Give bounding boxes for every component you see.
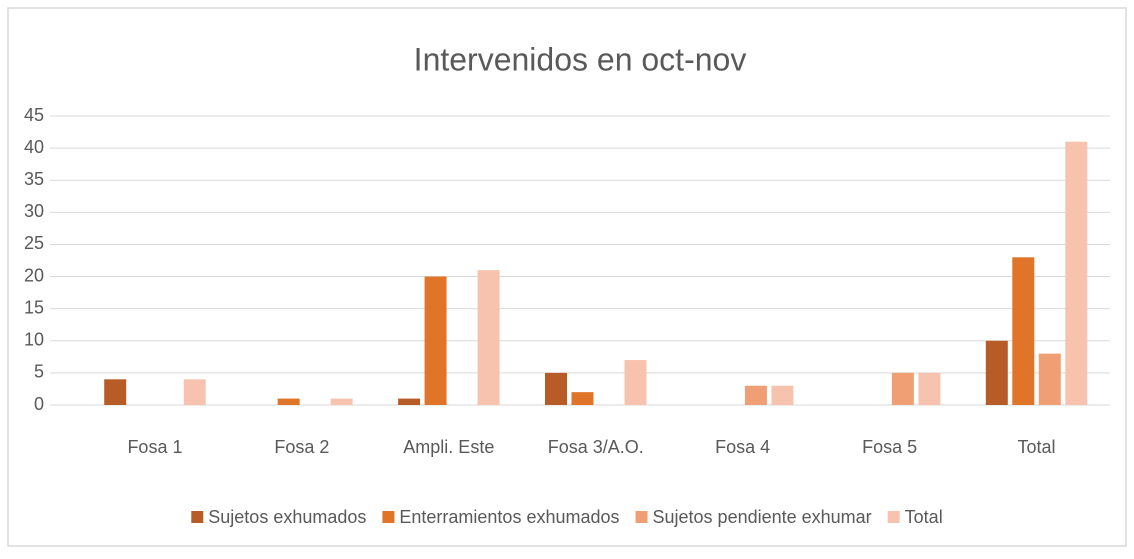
legend-label: Total xyxy=(905,507,943,527)
legend-label: Sujetos exhumados xyxy=(208,507,366,527)
x-tick-label: Fosa 5 xyxy=(862,437,917,457)
legend-swatch xyxy=(191,511,204,523)
bar xyxy=(918,372,941,405)
x-tick-label: Fosa 3/A.O. xyxy=(548,437,644,457)
y-tick-label: 15 xyxy=(24,297,44,317)
legend-label: Enterramientos exhumados xyxy=(399,507,619,527)
legend-label: Sujetos pendiente exhumar xyxy=(653,507,872,527)
bar xyxy=(624,360,647,405)
y-tick-label: 30 xyxy=(24,201,44,221)
x-tick-label: Ampli. Este xyxy=(403,437,494,457)
x-tick-label: Total xyxy=(1018,437,1056,457)
bar xyxy=(771,385,794,405)
legend-swatch xyxy=(382,511,395,523)
bar xyxy=(1065,141,1088,405)
bar xyxy=(330,398,353,405)
y-tick-label: 40 xyxy=(24,137,44,157)
bar xyxy=(545,372,567,405)
bar xyxy=(277,398,300,405)
bar xyxy=(398,398,421,405)
y-tick-label: 45 xyxy=(24,105,44,125)
x-tick-label: Fosa 4 xyxy=(715,437,770,457)
legend-swatch xyxy=(635,511,648,523)
bar xyxy=(985,340,1008,405)
bar xyxy=(1038,353,1061,405)
bar xyxy=(183,379,206,405)
y-tick-label: 0 xyxy=(34,394,44,414)
x-tick-label: Fosa 1 xyxy=(127,437,182,457)
y-tick-label: 20 xyxy=(24,265,44,285)
bar xyxy=(104,379,127,405)
bar xyxy=(891,372,914,405)
x-tick-label: Fosa 2 xyxy=(274,437,329,457)
bar xyxy=(1012,257,1035,405)
bar xyxy=(477,270,500,405)
bar xyxy=(571,392,594,405)
bar xyxy=(424,276,447,405)
y-tick-label: 35 xyxy=(24,169,44,189)
chart-title: Intervenidos en oct-nov xyxy=(414,41,747,77)
y-tick-label: 10 xyxy=(24,330,44,350)
y-tick-label: 25 xyxy=(24,233,44,253)
legend-swatch xyxy=(887,511,900,523)
y-tick-label: 5 xyxy=(34,362,44,382)
bar xyxy=(744,385,767,405)
